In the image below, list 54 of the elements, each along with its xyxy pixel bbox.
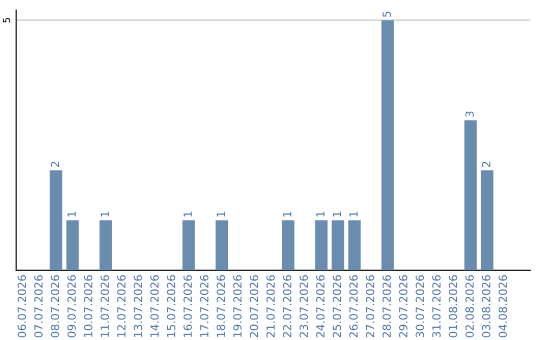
x-tick-label: 06.07.2026 [18, 275, 26, 338]
x-tick-label: 12.07.2026 [117, 275, 126, 337]
x-tick-label: 04.08.2026 [498, 275, 507, 338]
x-tick-label: 30.07.2026 [416, 275, 424, 338]
x-tick-label: 10.07.2026 [84, 275, 92, 337]
x-tick-label: 09.07.2026 [67, 275, 76, 338]
x-tick-label: 27.07.2026 [366, 275, 374, 338]
x-tick-label: 08.07.2026 [50, 275, 60, 338]
x-tick-label: 03.08.2026 [482, 275, 490, 338]
x-tick-label: 16.07.2026 [183, 275, 192, 337]
x-tick-label: 20.07.2026 [250, 275, 258, 338]
data-label: 1 [332, 212, 341, 217]
x-tick-label: 31.07.2026 [432, 275, 441, 338]
bar [66, 220, 79, 270]
bar [332, 220, 344, 270]
bar [464, 120, 477, 270]
data-label: 2 [50, 162, 60, 167]
data-label: 2 [482, 162, 490, 167]
x-tick-label: 23.07.2026 [300, 275, 308, 338]
data-label: 5 [382, 12, 391, 17]
x-tick-label: 21.07.2026 [266, 275, 275, 338]
x-tick-label: 01.08.2026 [448, 275, 458, 338]
x-tick-label: 18.07.2026 [216, 275, 226, 337]
bar [100, 220, 112, 270]
x-tick-label: 07.07.2026 [34, 275, 43, 338]
data-label: 1 [283, 212, 292, 217]
x-tick-label: 15.07.2026 [166, 275, 176, 337]
bar [50, 170, 62, 270]
bar [348, 220, 361, 270]
data-label: 1 [68, 212, 76, 217]
x-tick-label: 25.07.2026 [332, 275, 342, 338]
data-label: 3 [465, 112, 474, 117]
x-tick-label: 11.07.2026 [100, 275, 109, 337]
bar [480, 170, 494, 270]
data-label: 1 [184, 212, 192, 217]
x-tick-label: 17.07.2026 [200, 275, 208, 337]
data-label: 1 [349, 212, 358, 217]
bar [216, 220, 228, 270]
bar [182, 220, 195, 270]
x-tick-label: 19.07.2026 [233, 275, 242, 337]
x-tick-label: 22.07.2026 [282, 275, 292, 338]
data-label: 1 [100, 212, 109, 217]
x-tick-label: 29.07.2026 [399, 275, 408, 338]
x-tick-label: 26.07.2026 [349, 275, 358, 338]
bar [315, 220, 328, 270]
data-label: 1 [216, 212, 225, 217]
data-label: 1 [316, 212, 324, 217]
bar [282, 220, 294, 270]
x-tick-label: 24.07.2026 [316, 275, 325, 338]
x-tick-label: 14.07.2026 [150, 275, 159, 337]
x-tick-label: 02.08.2026 [465, 275, 474, 338]
x-tick-label: 28.07.2026 [382, 275, 391, 338]
bar [381, 20, 394, 270]
x-tick-label: 13.07.2026 [134, 275, 142, 337]
